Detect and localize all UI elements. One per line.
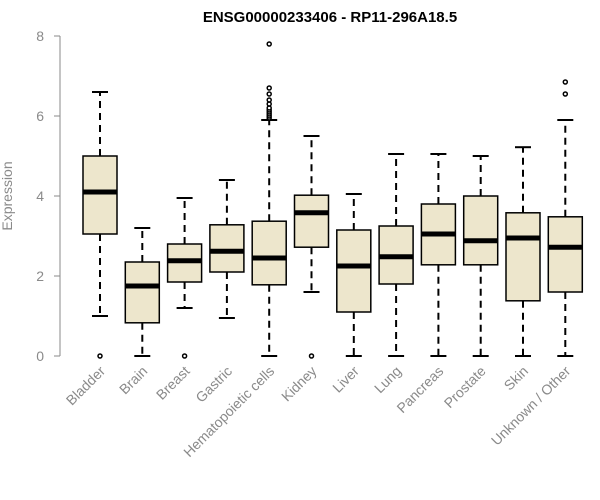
x-category-label: Unknown / Other [488,363,574,449]
x-category-label: Lung [371,363,404,396]
box-group [124,227,161,357]
box-group [251,41,287,357]
x-category-label: Liver [329,363,362,396]
x-category-label: Kidney [278,363,320,405]
box-group [336,193,372,357]
y-tick-label: 4 [36,188,44,204]
y-axis-label: Expression [0,161,15,230]
box-iqr [251,220,287,286]
box-iqr [336,229,372,313]
outlier-point [308,353,315,359]
outlier-point [562,79,569,85]
x-category-label: Skin [501,363,532,394]
box-iqr [124,261,161,324]
box-group [420,153,457,357]
outlier-point [562,91,569,97]
x-category-label: Breast [153,363,193,403]
x-category-label: Pancreas [393,363,446,416]
y-tick-label: 0 [36,348,44,364]
x-category-label: Bladder [63,363,109,409]
box-iqr [82,155,118,235]
box-group [378,153,414,357]
box-iqr [462,195,499,266]
box-group [462,155,499,357]
box-group [547,79,584,357]
box-iqr [209,224,245,273]
y-tick-label: 6 [36,108,44,124]
box-iqr [547,216,584,293]
y-axis: 0 2 4 6 8 [36,28,61,364]
box-group [166,197,203,359]
y-tick-label: 2 [36,268,44,284]
outlier-point [266,91,272,97]
box-group [209,179,245,319]
box-group [505,146,541,357]
box-iqr [293,194,330,248]
y-tick-label: 8 [36,28,44,44]
box-iqr [505,212,541,302]
box-group [82,91,118,359]
x-category-label: Prostate [441,363,489,411]
outlier-point [181,353,188,359]
outlier-point [266,97,272,103]
outlier-point [266,85,272,91]
outlier-point [97,353,103,359]
boxes-layer [82,41,584,359]
chart-title: ENSG00000233406 - RP11-296A18.5 [203,9,457,26]
x-category-label: Brain [116,363,150,397]
outlier-point [266,41,272,47]
box-group [293,135,330,359]
